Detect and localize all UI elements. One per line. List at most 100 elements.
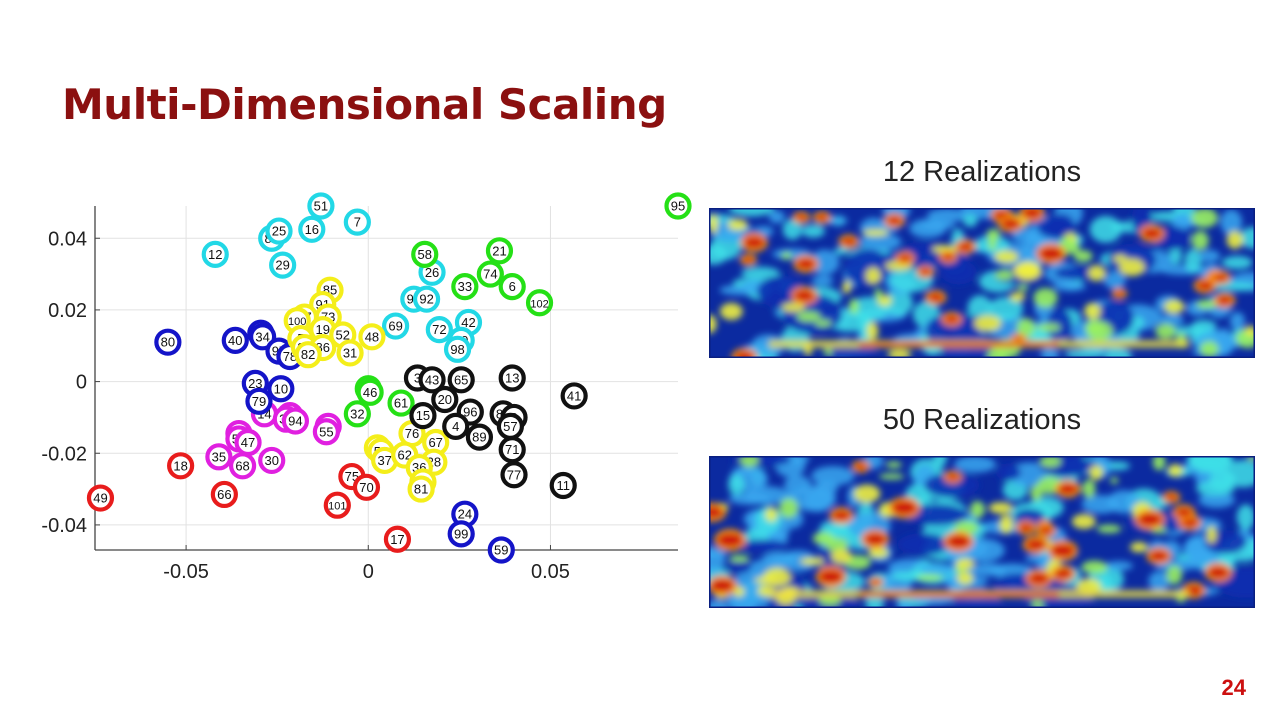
point-label: 94	[288, 414, 302, 429]
point-label: 95	[671, 199, 685, 214]
data-points: 4918661017570173556584768301453399435580…	[86, 192, 692, 564]
point-marker	[312, 418, 340, 446]
point-marker	[443, 335, 472, 363]
data-point-green: 33	[451, 273, 479, 301]
point-marker	[476, 260, 504, 288]
point-label: 11	[556, 478, 570, 493]
data-point-cyan: 98	[443, 335, 472, 363]
point-label: 21	[492, 243, 506, 258]
point-label: 15	[416, 408, 430, 423]
point-label: 41	[567, 388, 581, 403]
point-label: 99	[454, 526, 468, 541]
point-label: 61	[394, 396, 408, 411]
point-marker	[352, 473, 381, 501]
point-label: 79	[252, 394, 266, 409]
heatmap-frame	[709, 208, 1255, 358]
data-point-yellow: 37	[371, 446, 399, 475]
point-marker	[412, 285, 441, 313]
point-label: 7	[354, 215, 361, 230]
data-point-red: 70	[352, 473, 381, 501]
data-point-blue: 79	[245, 387, 273, 415]
data-point-black: 65	[447, 366, 475, 394]
point-marker	[323, 491, 351, 519]
y-tick-label: 0	[76, 372, 87, 394]
point-label: 16	[305, 222, 319, 237]
heatmap-50-realizations	[709, 456, 1255, 608]
data-point-blue: 40	[221, 326, 249, 354]
point-marker	[498, 273, 526, 301]
data-point-red: 66	[210, 480, 238, 509]
grid-lines	[95, 206, 678, 550]
data-point-blue: 10	[267, 375, 295, 403]
data-point-yellow: 82	[294, 341, 322, 369]
data-point-black: 43	[418, 366, 446, 394]
point-label: 26	[425, 265, 439, 280]
panel-title-50-realizations: 50 Realizations	[882, 404, 1082, 436]
point-label: 82	[301, 347, 315, 362]
point-label: 6	[509, 279, 516, 294]
point-marker	[294, 341, 322, 369]
point-label: 31	[343, 345, 357, 360]
point-marker	[356, 378, 384, 406]
data-point-black: 20	[431, 385, 459, 414]
point-label: 32	[350, 406, 364, 421]
point-label: 13	[505, 371, 519, 386]
point-marker	[336, 339, 364, 367]
point-label: 17	[390, 532, 404, 547]
panel-title-12-realizations: 12 Realizations	[882, 156, 1082, 188]
point-marker	[442, 412, 470, 440]
point-label: 25	[272, 224, 286, 239]
point-label: 101	[328, 501, 346, 513]
data-point-yellow: 81	[407, 475, 435, 503]
point-label: 89	[472, 430, 486, 445]
data-point-cyan: 29	[269, 251, 297, 279]
tick-labels: -0.05 0 0.05 -0.04 -0.02 0 0.02 0.04	[41, 228, 570, 583]
data-point-magenta: 68	[228, 452, 257, 480]
data-point-yellow: 31	[336, 339, 364, 367]
data-point-cyan: 92	[412, 285, 441, 313]
point-marker	[465, 423, 494, 451]
data-point-black: 57	[496, 412, 524, 440]
point-marker	[500, 461, 528, 489]
point-marker	[447, 366, 475, 394]
data-point-magenta: 55	[312, 418, 340, 446]
point-marker	[343, 400, 371, 428]
point-label: 62	[397, 448, 411, 463]
point-label: 29	[275, 258, 289, 273]
point-label: 81	[414, 482, 428, 497]
point-marker	[205, 443, 233, 471]
data-point-black: 11	[549, 471, 577, 500]
point-marker	[498, 364, 526, 392]
point-label: 23	[248, 376, 262, 391]
data-point-green: 95	[664, 192, 692, 220]
point-label: 92	[419, 292, 433, 307]
point-label: 67	[428, 435, 442, 450]
data-point-cyan: 16	[298, 215, 326, 243]
point-label: 96	[463, 405, 477, 420]
data-point-black: 15	[409, 402, 437, 430]
point-marker	[549, 471, 577, 500]
data-point-red: 17	[383, 525, 412, 553]
point-label: 10	[274, 381, 288, 396]
data-point-blue: 99	[447, 520, 475, 548]
point-marker	[298, 215, 326, 243]
point-label: 57	[503, 419, 517, 434]
point-marker	[249, 323, 277, 351]
point-marker	[425, 316, 453, 344]
point-marker	[210, 480, 238, 509]
data-point-cyan: 7	[343, 208, 371, 236]
x-tick-label: 0.05	[531, 561, 570, 583]
point-marker	[307, 192, 335, 220]
data-point-red: 18	[167, 452, 195, 480]
data-point-magenta: 94	[281, 407, 310, 435]
point-label: 74	[483, 267, 497, 282]
point-label: 68	[235, 458, 249, 473]
data-point-blue: 34	[249, 323, 277, 351]
point-label: 35	[212, 449, 226, 464]
point-marker	[228, 452, 257, 480]
x-tick-label: -0.05	[163, 561, 209, 583]
data-point-black: 71	[498, 436, 526, 464]
point-label: 18	[173, 458, 187, 473]
point-label: 66	[217, 487, 231, 502]
